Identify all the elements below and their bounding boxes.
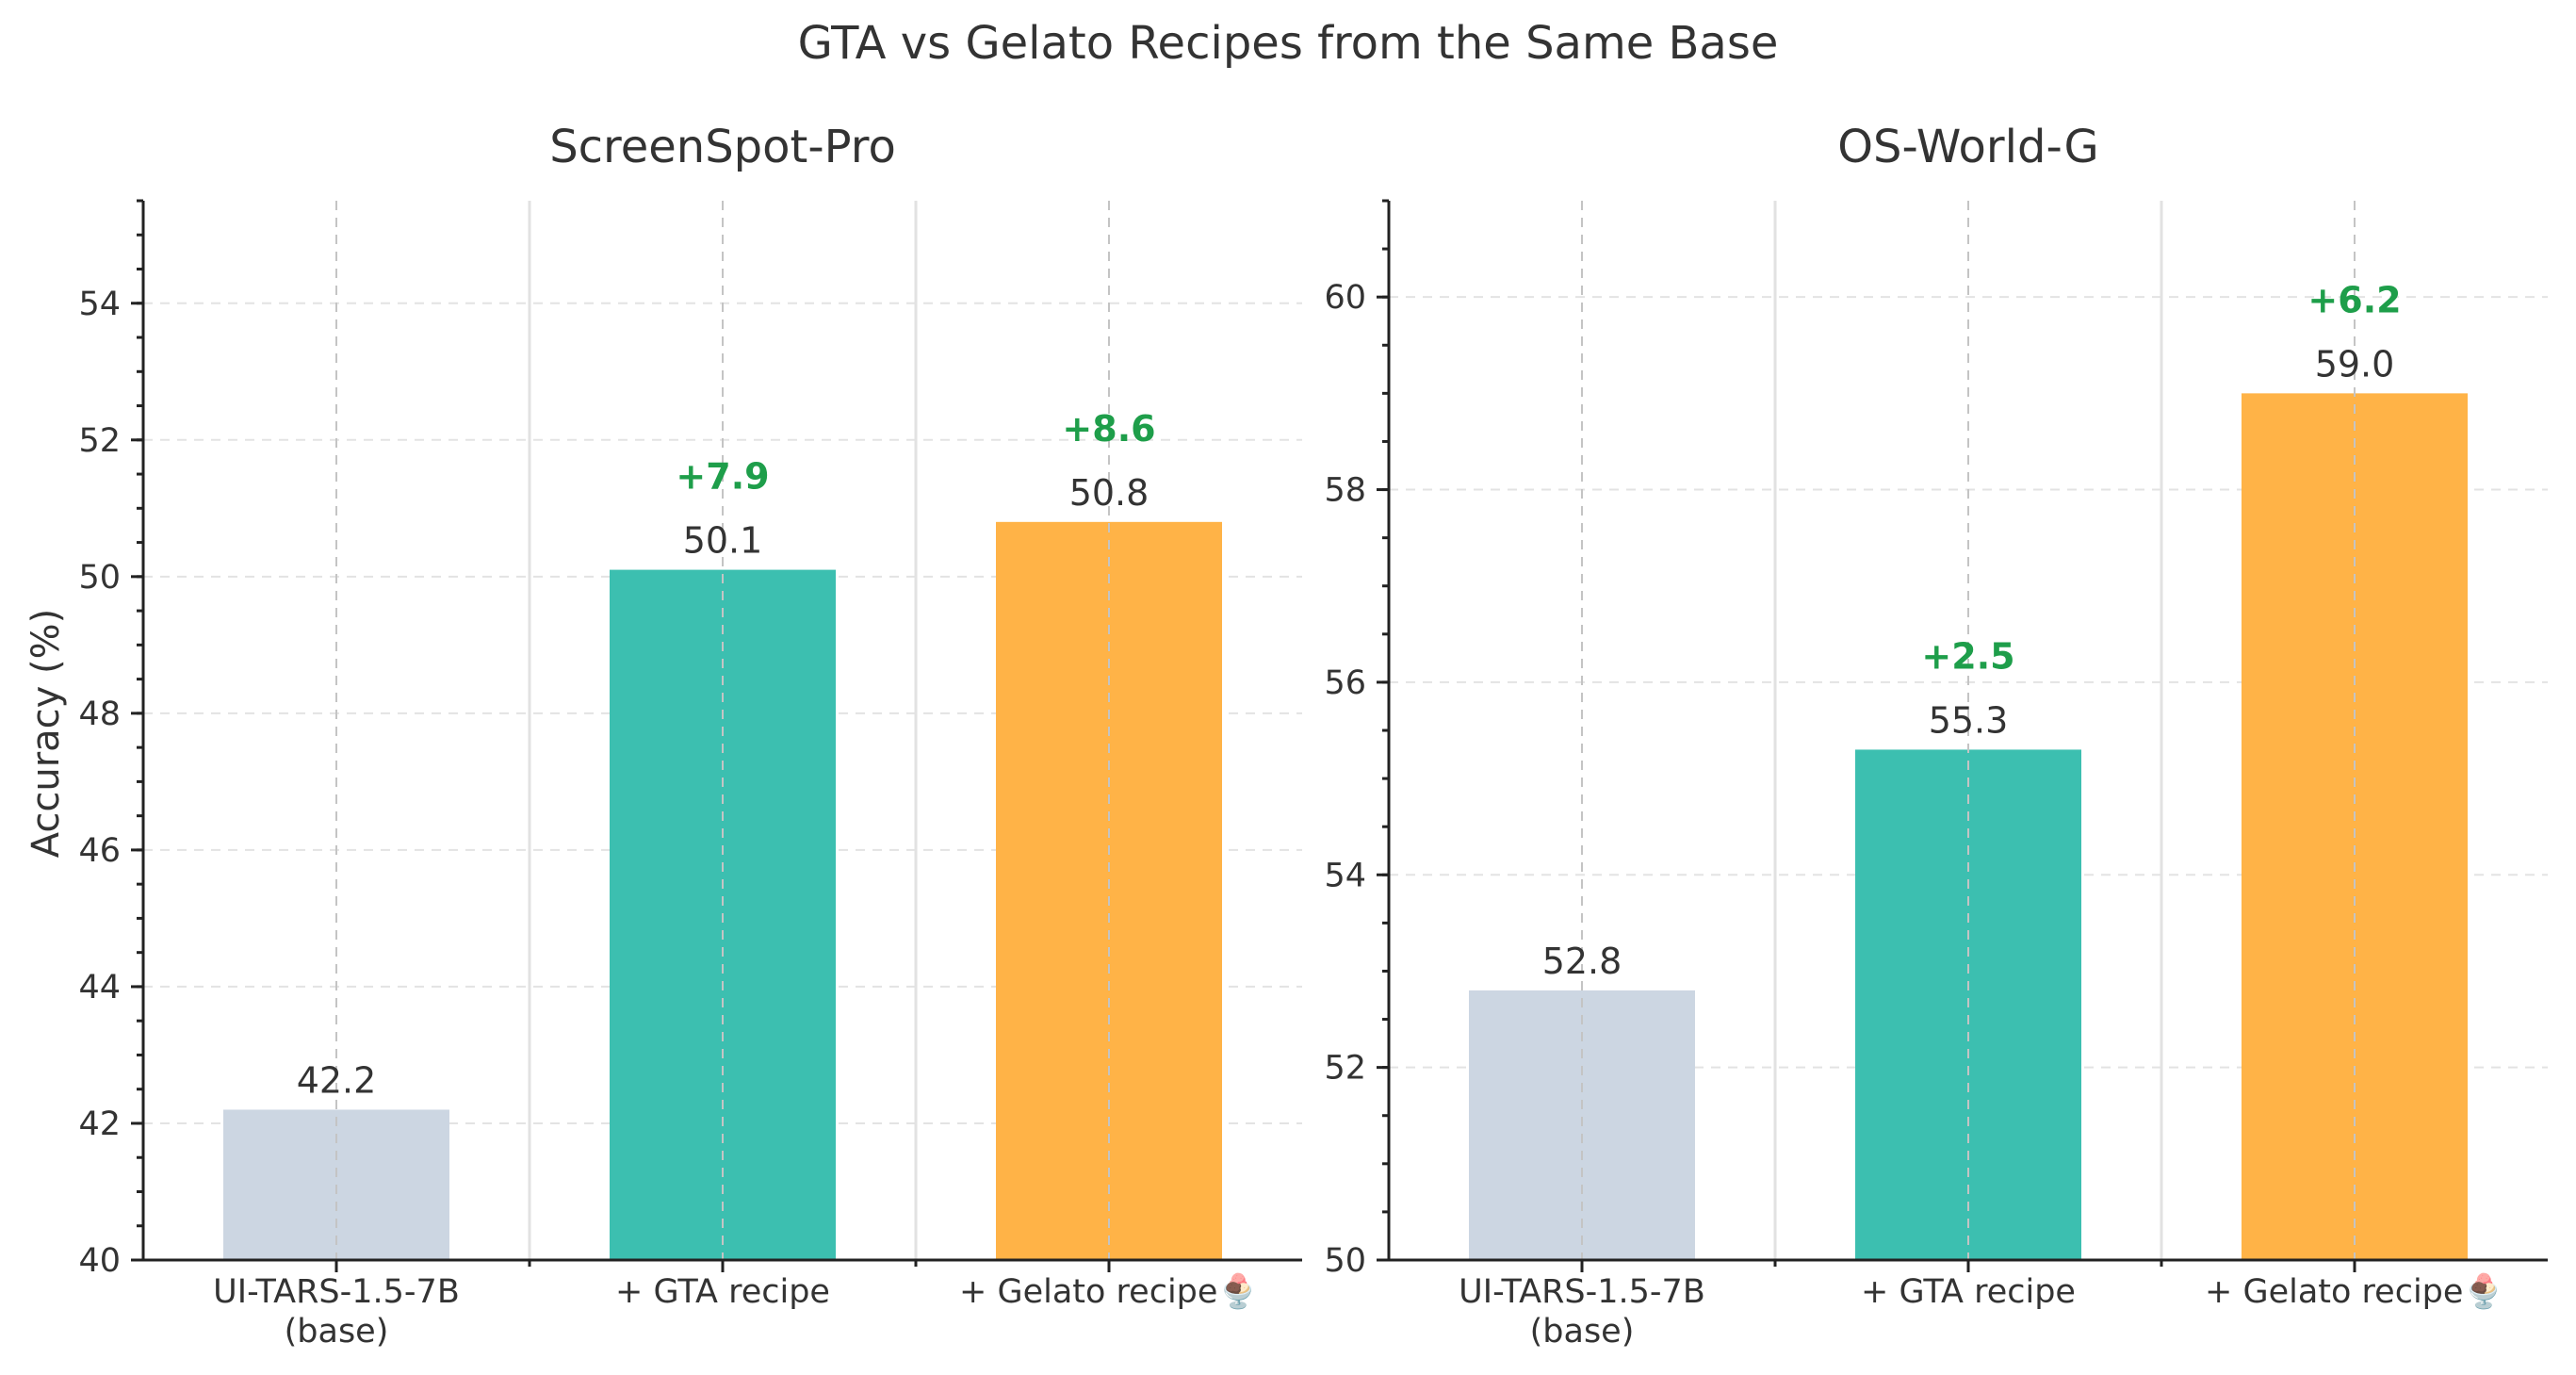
x-tick-label: + GTA recipe xyxy=(1861,1273,2076,1311)
y-tick-label: 52 xyxy=(1324,1050,1366,1088)
delta-label: +2.5 xyxy=(1921,635,2014,677)
bar-value-label: 55.3 xyxy=(1929,699,2009,741)
x-tick-label: UI-TARS-1.5-7B xyxy=(1459,1273,1705,1311)
bar-value-label: 42.2 xyxy=(297,1059,377,1101)
delta-label: +7.9 xyxy=(676,456,769,498)
x-tick-label: + Gelato recipe🍨 xyxy=(2205,1271,2504,1311)
y-tick-label: 54 xyxy=(1324,857,1366,894)
y-axis-label: Accuracy (%) xyxy=(24,609,68,859)
x-tick-label: (base) xyxy=(285,1313,389,1350)
y-tick-label: 58 xyxy=(1324,472,1366,510)
y-tick-label: 48 xyxy=(78,696,121,733)
x-tick-label: (base) xyxy=(1530,1313,1635,1350)
bar-value-label: 50.8 xyxy=(1069,472,1149,514)
y-tick-label: 60 xyxy=(1324,279,1366,317)
y-tick-label: 50 xyxy=(78,559,121,597)
y-tick-label: 42 xyxy=(78,1105,121,1143)
x-tick-label: UI-TARS-1.5-7B xyxy=(213,1273,460,1311)
bar xyxy=(2242,393,2468,1260)
bar-value-label: 50.1 xyxy=(683,520,763,562)
x-tick-label: + GTA recipe xyxy=(615,1273,830,1311)
panel-1: OS-World-G 52.8 55.3 +2.5 59.0 +6.2 50 52 54 56 58… xyxy=(1324,121,2548,1350)
panel-title: ScreenSpot-Pro xyxy=(549,121,896,173)
chart-panels: ScreenSpot-Pro 42.2 50.1 +7.9 50.8 +8.6 40 42 44… xyxy=(78,121,2548,1350)
y-tick-label: 44 xyxy=(78,969,121,1007)
y-tick-label: 56 xyxy=(1324,664,1366,702)
figure-title: GTA vs Gelato Recipes from the Same Base xyxy=(798,17,1779,70)
delta-label: +6.2 xyxy=(2307,279,2401,320)
y-tick-label: 40 xyxy=(78,1242,121,1280)
y-tick-label: 50 xyxy=(1324,1242,1366,1280)
y-tick-label: 52 xyxy=(78,422,121,460)
bar-value-label: 59.0 xyxy=(2315,343,2395,385)
delta-label: +8.6 xyxy=(1062,408,1155,450)
bar-value-label: 52.8 xyxy=(1542,941,1622,982)
y-tick-label: 54 xyxy=(78,286,121,323)
panel-0: ScreenSpot-Pro 42.2 50.1 +7.9 50.8 +8.6 40 42 44… xyxy=(78,121,1302,1350)
x-tick-label: + Gelato recipe🍨 xyxy=(959,1271,1259,1311)
y-tick-label: 46 xyxy=(78,832,121,870)
panel-title: OS-World-G xyxy=(1837,121,2098,173)
